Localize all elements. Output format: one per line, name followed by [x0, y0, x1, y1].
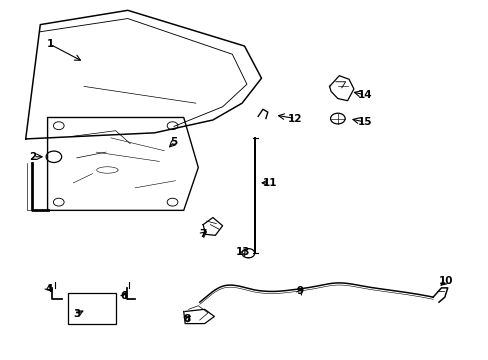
Text: 5: 5	[170, 138, 177, 148]
Text: 9: 9	[296, 287, 304, 296]
Text: 14: 14	[357, 90, 372, 100]
Text: 13: 13	[236, 247, 250, 257]
Bar	[68, 293, 116, 324]
Text: 1: 1	[46, 39, 54, 49]
Text: 10: 10	[438, 276, 452, 286]
Text: 3: 3	[73, 309, 80, 319]
Text: 11: 11	[262, 178, 277, 188]
Text: 12: 12	[288, 113, 302, 123]
Text: 7: 7	[199, 229, 206, 239]
Text: 4: 4	[45, 284, 53, 294]
Text: 2: 2	[29, 152, 37, 162]
Text: 8: 8	[183, 314, 190, 324]
Text: 15: 15	[357, 117, 371, 127]
Text: 6: 6	[120, 291, 127, 301]
